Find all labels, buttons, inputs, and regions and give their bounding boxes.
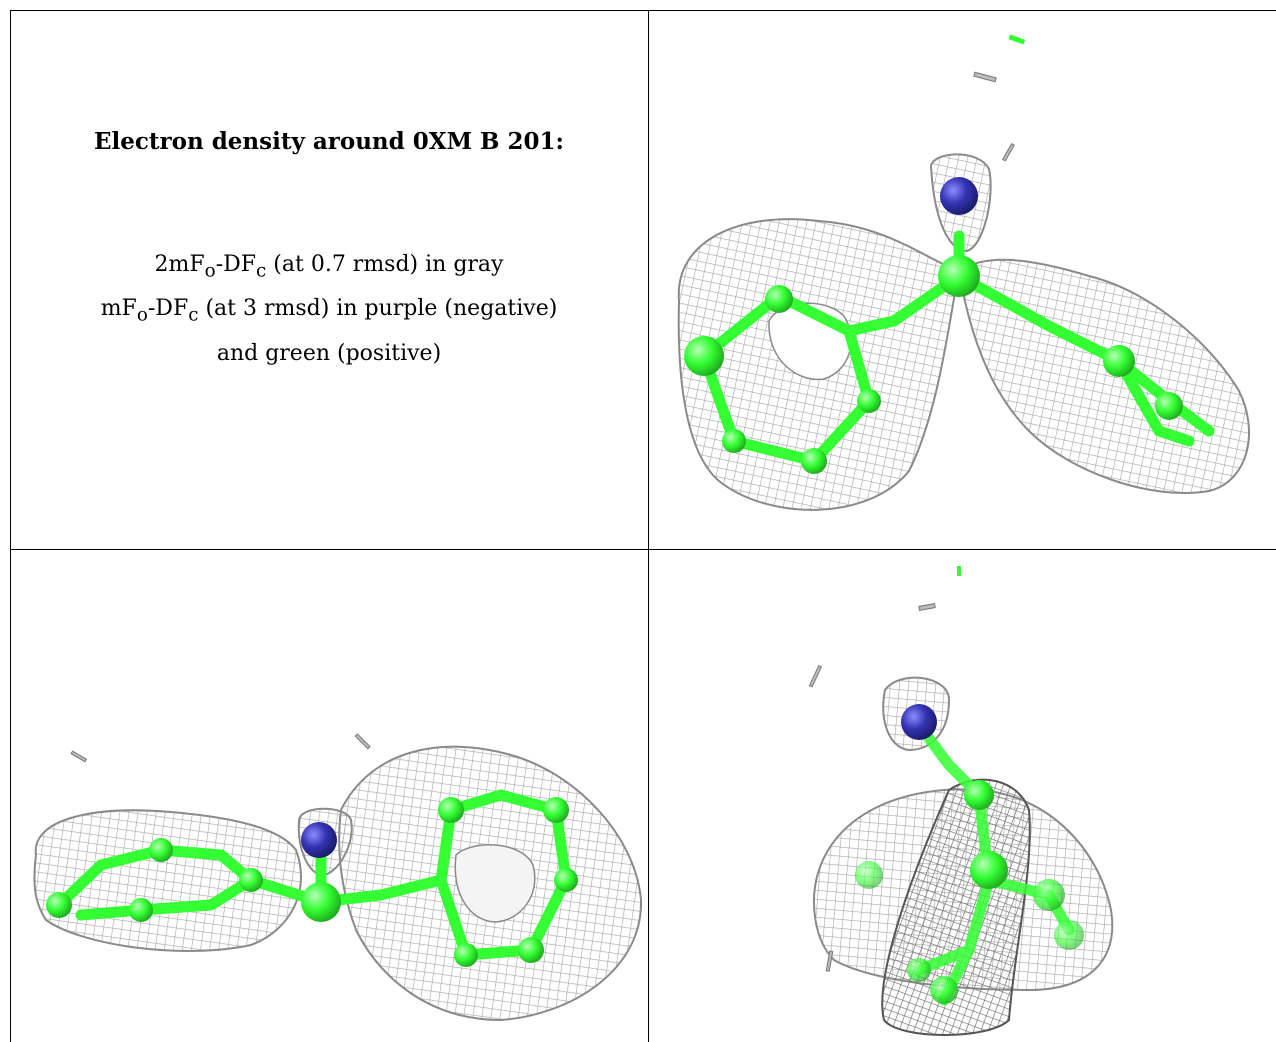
table-border-left (10, 10, 11, 1042)
density-fragment (957, 566, 961, 576)
carbon-atom (684, 336, 724, 376)
density-render-1 (677, 34, 1250, 511)
caption-line-green: and green (positive) (216, 340, 442, 366)
carbon-atom (1103, 345, 1135, 377)
carbon-atom (801, 448, 827, 474)
nitrogen-atom (940, 177, 978, 215)
density-fragment (70, 750, 88, 763)
carbon-atom (765, 285, 793, 313)
carbon-atom (239, 868, 263, 892)
carbon-atom (554, 868, 578, 892)
carbon-atom (857, 389, 881, 413)
density-fragment (1001, 143, 1015, 162)
density-fragment (825, 950, 834, 972)
caption-cell: Electron density around 0XM B 201: 2mFo-… (10, 10, 648, 548)
table-border-middle (10, 549, 1276, 550)
carbon-atom (1054, 920, 1084, 950)
density-render-2 (33, 733, 643, 1022)
table-border-top (10, 10, 1276, 11)
nitrogen-atom (901, 704, 937, 740)
carbon-atom (722, 429, 746, 453)
carbon-atom (301, 882, 341, 922)
table-border-center (648, 10, 649, 1042)
caption-title: Electron density around 0XM B 201: (94, 128, 564, 155)
carbon-atom (1033, 879, 1065, 911)
density-fragment (973, 71, 997, 83)
density-view-bottom-right (649, 550, 1276, 1042)
nitrogen-atom (301, 822, 337, 858)
density-mesh-hole (454, 844, 536, 923)
caption-description: 2mFo-DFc (at 0.7 rmsd) in gray mFo-DFc (… (10, 246, 648, 373)
carbon-atom (907, 958, 931, 982)
caption-line-2mfo: 2mFo-DFc (at 0.7 rmsd) in gray (154, 252, 504, 282)
carbon-atom (46, 892, 72, 918)
carbon-atom (1155, 392, 1183, 420)
carbon-atom (129, 898, 153, 922)
carbon-atom (964, 780, 994, 810)
density-fragment (918, 603, 936, 611)
density-render-3 (808, 566, 1114, 1036)
carbon-atom (518, 937, 544, 963)
figure-table: Electron density around 0XM B 201: 2mFo-… (10, 10, 1276, 1042)
density-fragment (315, 874, 447, 908)
carbon-atom (938, 255, 980, 297)
carbon-atom (855, 861, 883, 889)
carbon-atom (454, 943, 478, 967)
carbon-atom (149, 838, 173, 862)
density-fragment (1008, 34, 1026, 45)
density-view-top-right (649, 11, 1276, 549)
density-fragment (843, 270, 965, 337)
carbon-atom (438, 797, 464, 823)
density-view-bottom-left (11, 550, 648, 1042)
carbon-atom (543, 797, 569, 823)
density-fragment (354, 733, 371, 750)
density-fragment (808, 664, 823, 688)
carbon-atom (930, 976, 958, 1004)
density-fragment (938, 789, 995, 1006)
caption-line-mfo: mFo-DFc (at 3 rmsd) in purple (negative) (100, 296, 558, 326)
density-fragment (1113, 355, 1195, 447)
carbon-atom (970, 851, 1008, 889)
